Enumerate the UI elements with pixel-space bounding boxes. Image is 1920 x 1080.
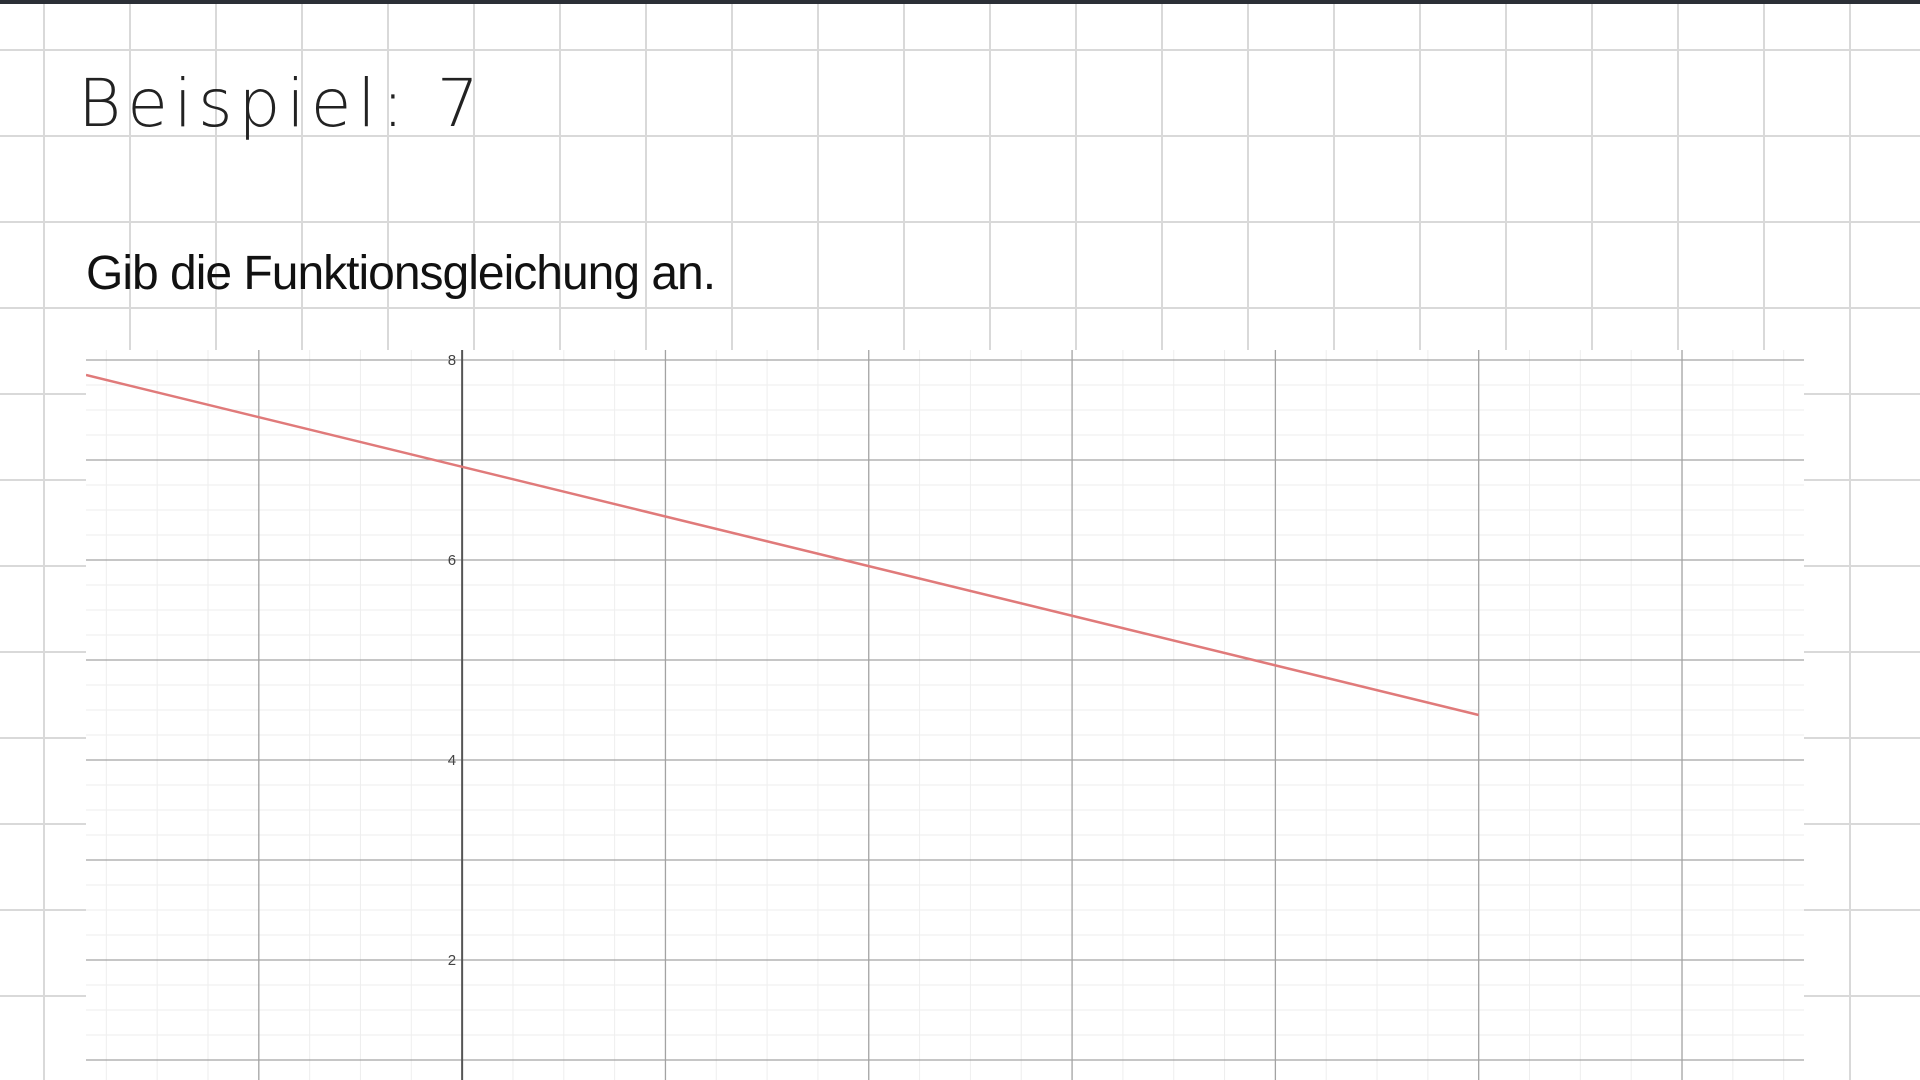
major-grid (86, 350, 1804, 1080)
y-tick-label: 8 (448, 352, 456, 369)
function-graph: 2 4 6 8 (86, 350, 1804, 1080)
plot-series (86, 375, 1479, 715)
y-tick-label: 2 (448, 952, 456, 969)
task-instruction: Gib die Funktionsgleichung an. (86, 245, 715, 303)
top-bar (0, 0, 1920, 4)
y-tick-label: 4 (448, 752, 456, 769)
line-series (86, 375, 1479, 715)
page-title: Beispiel: 7 (78, 68, 485, 141)
y-tick-label: 6 (448, 552, 456, 569)
graph-canvas: 2 4 6 8 (86, 350, 1804, 1080)
